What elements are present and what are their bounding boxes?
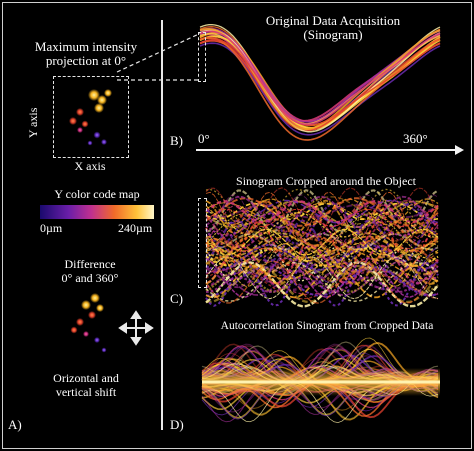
difference-image — [70, 293, 107, 353]
mip-title-line-2: projection at 0° — [45, 53, 127, 68]
panel-b-title-line-2: (Sinogram) — [303, 27, 363, 42]
angle-axis-arrow — [196, 145, 464, 155]
shift-caption-line-1: Orizontal and — [53, 371, 119, 385]
panel-c-title: Sinogram Cropped around the Object — [236, 174, 416, 188]
difference-title-line-2: 0° and 360° — [61, 271, 119, 285]
sinogram-b-crop-box — [198, 32, 206, 82]
sinogram-c-crop-box — [198, 198, 207, 288]
mip-title-line-1: Maximum intensity — [34, 39, 138, 54]
panel-d-label: D) — [170, 417, 184, 432]
x-axis-label: X axis — [74, 159, 106, 173]
panel-a-label: A) — [8, 417, 22, 432]
panel-b-label: B) — [170, 133, 183, 148]
panel-c-label: C) — [170, 291, 183, 306]
colormap-title: Y color code map — [54, 187, 140, 201]
sinogram-d — [201, 337, 440, 423]
panel-d-title: Autocorrelation Sinogram from Cropped Da… — [220, 320, 434, 332]
mip-image — [69, 89, 112, 146]
colormap-bar — [40, 205, 154, 219]
y-axis-label: Y axis — [26, 107, 41, 139]
sinogram-b — [199, 23, 441, 141]
shift-caption-line-2: vertical shift — [55, 385, 117, 399]
angle-end-label: 360° — [403, 131, 428, 146]
panel-b-title-line-1: Original Data Acquisition — [265, 13, 401, 28]
mip-frame — [53, 76, 129, 158]
difference-title-line-1: Difference — [64, 257, 116, 271]
sinogram-c — [205, 187, 439, 308]
colormap-min-label: 0µm — [40, 221, 63, 235]
angle-start-label: 0° — [198, 131, 210, 146]
move-arrows-icon — [118, 310, 154, 346]
colormap-max-label: 240µm — [118, 221, 153, 235]
panel-divider — [161, 20, 163, 430]
